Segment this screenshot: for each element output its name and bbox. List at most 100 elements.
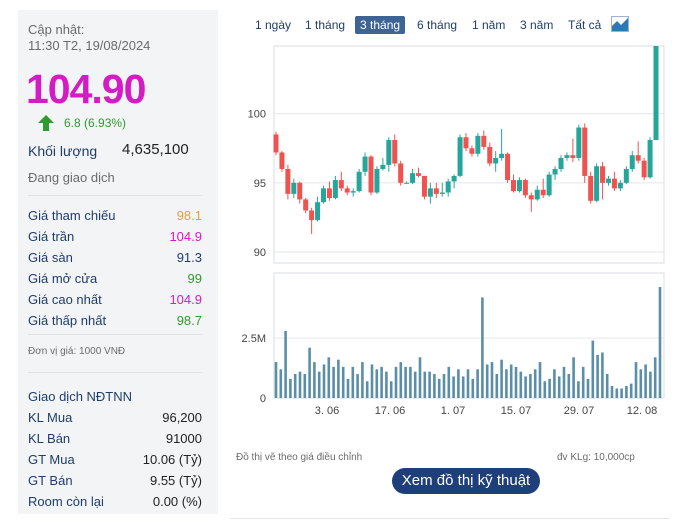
volume-bar — [625, 386, 628, 398]
price-row-label: Giá trần — [28, 229, 75, 244]
candle-body — [273, 134, 279, 153]
volume-bar — [385, 371, 388, 398]
candle-body — [404, 182, 410, 184]
volume-bar — [567, 374, 571, 398]
candle-body — [635, 155, 641, 161]
volume-bar — [389, 381, 393, 398]
volume-bar — [365, 381, 369, 398]
price-row-label: Giá mở cửa — [28, 271, 98, 286]
candle-body — [570, 155, 576, 158]
candle-body — [564, 155, 570, 158]
tab-period[interactable]: Tất cả — [568, 18, 602, 32]
price-row-value: 98.7 — [176, 313, 202, 328]
foreign-row-label: Room còn lại — [28, 494, 104, 509]
volume-bar — [394, 366, 398, 398]
price-row-label: Giá tham chiếu — [28, 208, 116, 223]
volume-bar — [423, 371, 427, 398]
candle-body — [303, 199, 309, 211]
volume-bar — [327, 357, 331, 398]
y-tick-label: 90 — [254, 247, 266, 259]
candle-body — [540, 189, 546, 196]
volume-bar — [524, 376, 527, 398]
volume-unit-note: đv KLg: 10,000cp — [557, 452, 635, 463]
candle-body — [623, 169, 629, 183]
candle-body — [463, 137, 469, 149]
candle-body — [368, 156, 374, 193]
tab-period[interactable]: 1 ngày — [255, 18, 292, 32]
foreign-row-value: 9.55 (Tỷ) — [149, 473, 202, 488]
volume-bar — [279, 369, 283, 398]
volume-bar — [399, 362, 403, 398]
candle-body — [594, 166, 600, 201]
tab-period[interactable]: 1 năm — [472, 18, 506, 32]
divider — [28, 334, 202, 335]
candle-body — [439, 192, 445, 194]
candle-body — [344, 188, 350, 193]
volume-bar — [605, 374, 609, 398]
price-row-value: 99 — [187, 271, 202, 286]
volume-bar — [293, 374, 297, 398]
candle-body — [321, 188, 326, 203]
divider — [28, 195, 202, 196]
volume-bar — [375, 369, 379, 398]
volume-bar — [500, 359, 503, 398]
candle-body — [451, 175, 457, 182]
volume-bar — [461, 376, 465, 398]
candle-body — [534, 189, 540, 200]
candle-body — [629, 155, 635, 170]
area-chart-icon[interactable] — [611, 16, 629, 32]
candle-body — [516, 180, 522, 192]
volume-bar — [572, 357, 575, 398]
candle-body — [398, 163, 404, 183]
volume-bar — [471, 378, 475, 398]
foreign-row: KL Mua 96,200 — [28, 410, 202, 430]
foreign-row-value: 96,200 — [162, 410, 202, 425]
volume-bar — [649, 371, 652, 398]
tab-period[interactable]: 3 năm — [520, 18, 554, 32]
volume-bar — [447, 366, 451, 398]
tab-period[interactable]: 1 tháng — [305, 18, 346, 32]
foreign-row-value: 91000 — [165, 431, 202, 446]
candle-body — [546, 174, 552, 196]
price-row: Giá mở cửa 99 — [28, 271, 202, 291]
candle-body — [445, 181, 451, 193]
candle-body — [582, 127, 588, 176]
volume-bar — [298, 371, 302, 398]
candle-body — [588, 175, 594, 201]
foreign-row: KL Bán 91000 — [28, 431, 202, 451]
price-row: Giá trần 104.9 — [28, 229, 202, 249]
volume-bar — [644, 364, 647, 398]
price-row-label: Giá sàn — [28, 250, 73, 265]
foreign-row: GT Mua 10.06 (Tỷ) — [28, 452, 202, 472]
volume-bar — [577, 381, 580, 398]
foreign-row-value: 10.06 (Tỷ) — [142, 452, 202, 467]
updated-time: 11:30 T2, 19/08/2024 — [28, 38, 151, 53]
y-tick-label: 2.5M — [242, 333, 266, 345]
foreign-row-label: GT Mua — [28, 452, 75, 467]
volume-bar — [596, 354, 599, 398]
price-row: Giá cao nhất 104.9 — [28, 292, 202, 312]
updated-label: Cập nhật: — [28, 22, 85, 37]
price-unit-note: Đơn vị giá: 1000 VNĐ — [28, 346, 126, 357]
volume-bar — [313, 362, 316, 398]
volume-bar — [548, 378, 551, 398]
x-tick-label: 3. 06 — [315, 405, 339, 417]
candle-body — [552, 169, 558, 175]
price-row: Giá sàn 91.3 — [28, 250, 202, 270]
volume-bar — [610, 386, 614, 398]
foreign-row-label: KL Mua — [28, 410, 73, 425]
y-tick-label: 95 — [254, 178, 266, 190]
volume-bar — [529, 374, 532, 398]
stock-summary-panel — [18, 10, 218, 514]
volume-bar — [620, 388, 623, 398]
volume-bar — [437, 378, 441, 398]
volume-bar — [337, 359, 340, 398]
volume-bar — [562, 366, 566, 398]
tab-period[interactable]: 3 tháng — [355, 16, 406, 34]
volume-bar — [658, 287, 662, 398]
tab-period[interactable]: 6 tháng — [417, 18, 458, 32]
volume-bar — [581, 366, 585, 398]
arrow-up-icon — [38, 115, 54, 131]
technical-chart-button[interactable]: Xem đồ thị kỹ thuật — [392, 468, 540, 494]
candle-body — [279, 152, 285, 170]
